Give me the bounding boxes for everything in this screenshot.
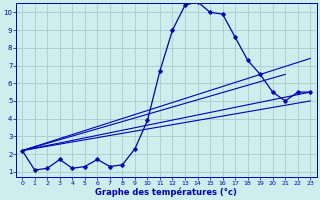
X-axis label: Graphe des températures (°c): Graphe des températures (°c) bbox=[95, 187, 237, 197]
